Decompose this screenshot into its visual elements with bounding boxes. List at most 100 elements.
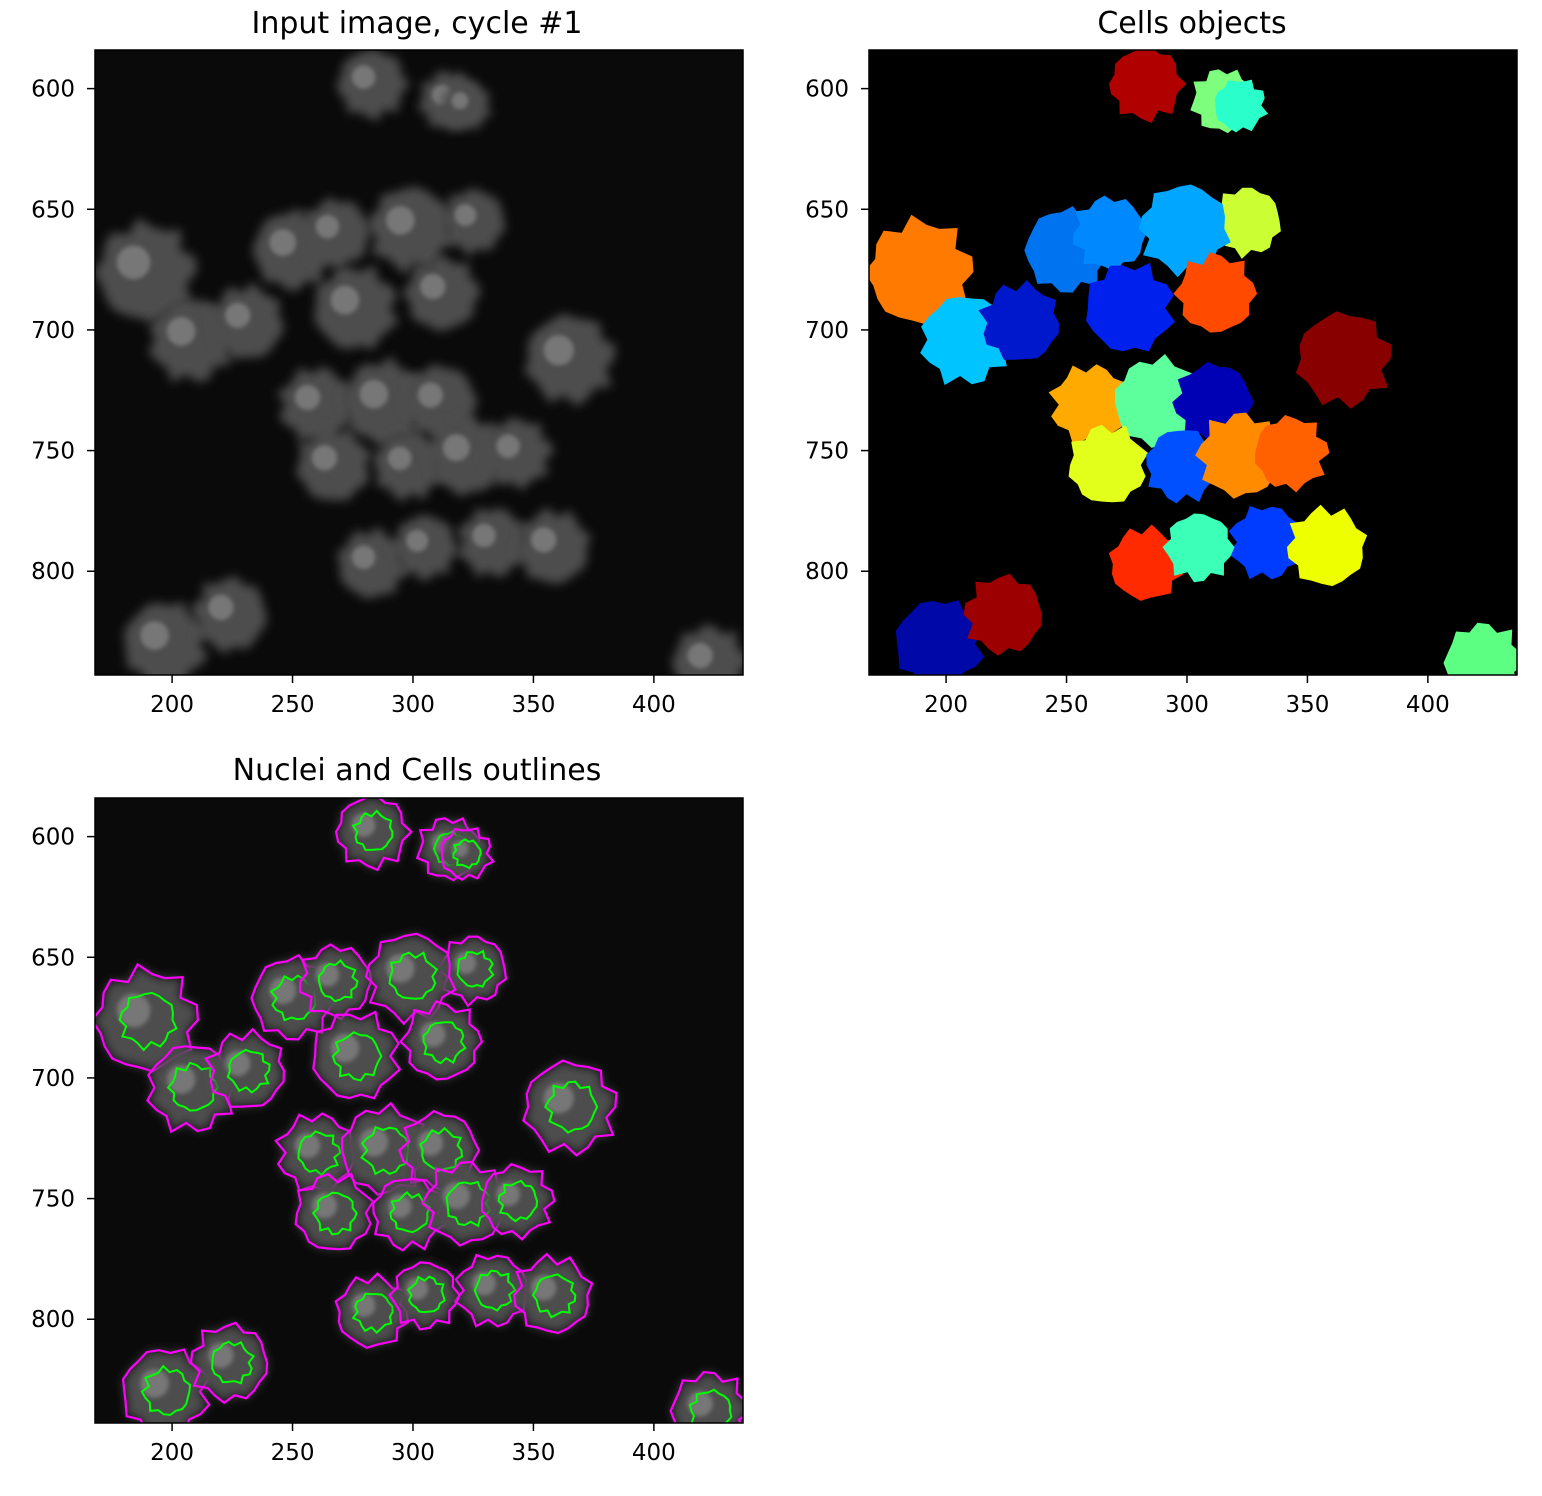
cell-outline xyxy=(121,1348,211,1423)
cell-object xyxy=(1295,311,1392,409)
y-tick-label: 800 xyxy=(31,559,75,585)
y-tick-label: 750 xyxy=(31,1187,75,1213)
nucleus-outline xyxy=(406,1275,446,1314)
cell-bright-spot xyxy=(166,317,196,346)
cell-bright-spot xyxy=(116,245,151,280)
nucleus-outline xyxy=(360,1125,410,1176)
cell xyxy=(423,414,507,497)
cell-outline xyxy=(294,1172,375,1251)
cell-objects xyxy=(869,50,1517,675)
cell-bright-spot xyxy=(330,1033,360,1063)
y-tick-label: 800 xyxy=(31,1307,75,1333)
nucleus-outline xyxy=(311,1191,358,1236)
y-tick-label: 750 xyxy=(805,439,849,465)
cell-bright-spot xyxy=(417,1130,444,1156)
cell xyxy=(440,826,496,881)
cell-outline xyxy=(669,1370,743,1423)
cell xyxy=(671,624,743,675)
cell-outline xyxy=(480,1162,556,1241)
cell-bright-spot xyxy=(496,1182,520,1207)
cell-object xyxy=(1108,524,1183,601)
cell-object xyxy=(1173,252,1258,333)
cell-body xyxy=(366,934,455,1023)
x-tick-label: 300 xyxy=(391,692,435,718)
cell-body xyxy=(442,828,493,880)
nucleus-outline xyxy=(331,1031,383,1082)
cell xyxy=(334,798,413,872)
cell-outline xyxy=(146,1045,237,1134)
nucleus-outline xyxy=(318,959,359,1003)
cell-bright-spot xyxy=(543,335,574,366)
cell xyxy=(274,1112,354,1193)
cell-bright-spot xyxy=(687,643,713,669)
nucleus-outline xyxy=(445,1180,492,1228)
cell-bright-spot xyxy=(208,594,234,621)
cell-bright-spot xyxy=(496,434,520,459)
cell-bright-spot xyxy=(543,1083,574,1114)
x-tick-label: 400 xyxy=(632,692,676,718)
axis-ticks: 200 250 300 350 400 600 650 700 750 800 xyxy=(805,77,1450,718)
y-tick-label: 800 xyxy=(805,559,849,585)
nucleus-outline xyxy=(388,951,439,1000)
cell-bright-spot xyxy=(417,382,444,408)
cell xyxy=(437,189,506,258)
cell-outline xyxy=(334,1272,410,1349)
x-tick-label: 350 xyxy=(511,692,555,718)
x-tick-label: 250 xyxy=(1045,692,1089,718)
cell-object xyxy=(1227,506,1302,580)
x-tick-label: 400 xyxy=(1406,692,1450,718)
cell xyxy=(480,1162,556,1241)
axis-ticks: 200 250 300 350 400 600 650 700 750 800 xyxy=(31,825,676,1466)
cell xyxy=(314,264,399,350)
y-tick-label: 600 xyxy=(31,77,75,103)
cell xyxy=(453,1253,528,1328)
y-tick-label: 700 xyxy=(805,318,849,344)
y-tick-label: 600 xyxy=(31,825,75,851)
cell-outline xyxy=(298,943,373,1021)
cell-bright-spot xyxy=(116,993,151,1028)
y-tick-label: 650 xyxy=(805,197,849,223)
cell-bright-spot xyxy=(225,302,251,329)
cell xyxy=(121,1348,211,1423)
cell-object xyxy=(1068,424,1149,503)
y-tick-label: 650 xyxy=(31,945,75,971)
cell xyxy=(366,186,455,275)
input-image-panel: Input image, cycle #1 200 250 300 350 400 600… xyxy=(31,6,744,718)
y-tick-label: 700 xyxy=(31,318,75,344)
cell xyxy=(364,932,457,1026)
cell-object xyxy=(1215,79,1269,133)
cell-body xyxy=(482,1164,554,1239)
nucleus-outline xyxy=(422,1021,467,1065)
nucleus-outline xyxy=(226,1048,271,1094)
cell-object xyxy=(1086,262,1176,352)
x-tick-label: 250 xyxy=(271,692,315,718)
cell-bright-spot xyxy=(406,529,429,552)
cell xyxy=(191,575,267,654)
nucleus-outline xyxy=(544,1080,599,1134)
cell-bright-spot xyxy=(442,1182,470,1210)
cell-outline xyxy=(398,1000,484,1081)
x-tick-label: 300 xyxy=(391,1440,435,1466)
cell xyxy=(343,356,429,446)
cell-bright-spot xyxy=(225,1050,251,1077)
cell-object xyxy=(1138,184,1231,278)
cell-outline xyxy=(372,1177,448,1252)
cell-outline xyxy=(440,826,496,881)
nucleus-outline xyxy=(389,1191,431,1234)
cell-object xyxy=(1443,622,1517,675)
cell-object xyxy=(1286,504,1368,587)
cell-bright-spot xyxy=(387,446,412,471)
nucleus-outline xyxy=(531,1273,577,1319)
cell-object xyxy=(1255,415,1330,493)
cell-bright-spot xyxy=(687,1391,713,1417)
input-image-cells xyxy=(95,50,743,675)
cell xyxy=(336,50,411,122)
cell-bright-spot xyxy=(385,954,415,983)
cell xyxy=(442,80,493,132)
cell-outline xyxy=(189,1321,269,1405)
x-tick-label: 350 xyxy=(1285,692,1329,718)
cell-bright-spot xyxy=(454,952,477,975)
cell-bright-spot xyxy=(294,1132,321,1159)
cell xyxy=(401,254,482,331)
cell xyxy=(123,602,209,675)
